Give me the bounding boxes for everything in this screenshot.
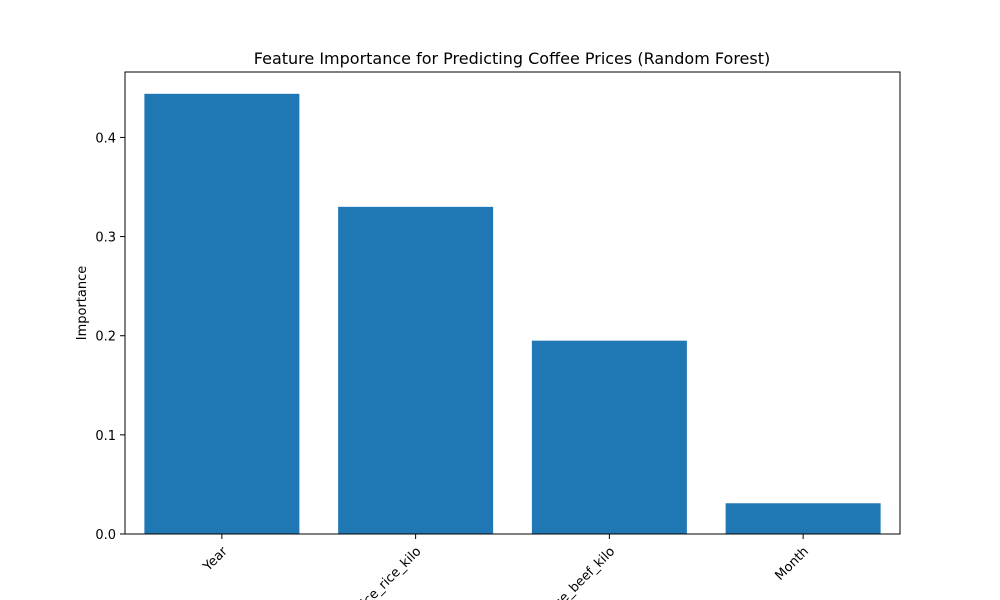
y-tick-label: 0.1 (95, 429, 116, 444)
bar-year (144, 93, 300, 534)
bar-price-rice-kilo (338, 206, 494, 534)
plot-frame (124, 71, 901, 535)
y-tick-label: 0.4 (95, 131, 116, 146)
y-tick-label: 0.2 (95, 330, 116, 345)
bars-group (144, 93, 881, 534)
y-tick-label: 0.0 (95, 528, 116, 543)
bar-price-beef-kilo (531, 340, 687, 534)
y-axis-ticks: 0.0 0.1 0.2 0.3 0.4 (95, 131, 125, 543)
bar-month (725, 503, 881, 534)
chart-title: Feature Importance for Predicting Coffee… (254, 49, 770, 68)
y-axis-label: Importance (75, 266, 90, 341)
y-tick-label: 0.3 (95, 231, 116, 246)
